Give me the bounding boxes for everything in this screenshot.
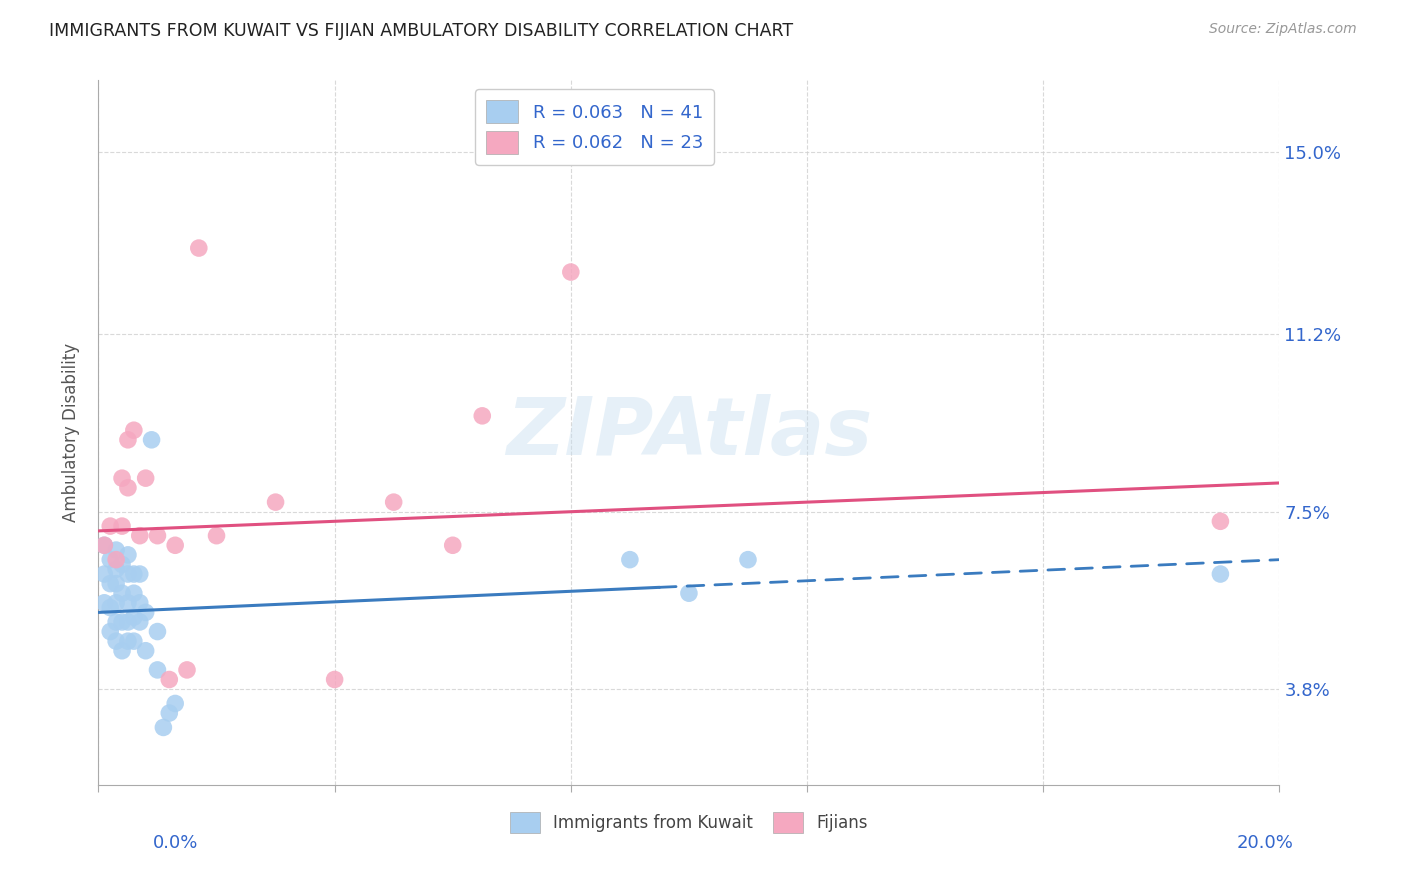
Point — [117, 481, 139, 495]
Legend: Immigrants from Kuwait, Fijians: Immigrants from Kuwait, Fijians — [503, 805, 875, 840]
Point — [117, 433, 139, 447]
Point — [93, 538, 115, 552]
Y-axis label: Ambulatory Disability: Ambulatory Disability — [62, 343, 80, 522]
Point — [117, 615, 139, 629]
Point — [111, 558, 134, 572]
Point — [146, 624, 169, 639]
Point — [105, 576, 128, 591]
Point — [619, 552, 641, 566]
Point — [176, 663, 198, 677]
Point — [93, 538, 115, 552]
Point — [441, 538, 464, 552]
Point — [122, 634, 145, 648]
Point — [122, 567, 145, 582]
Point — [122, 423, 145, 437]
Point — [1209, 514, 1232, 528]
Text: 0.0%: 0.0% — [153, 834, 198, 852]
Point — [678, 586, 700, 600]
Point — [135, 471, 157, 485]
Point — [157, 706, 180, 720]
Point — [560, 265, 582, 279]
Point — [117, 634, 139, 648]
Point — [105, 552, 128, 566]
Point — [105, 562, 128, 576]
Point — [471, 409, 494, 423]
Point — [98, 600, 121, 615]
Point — [98, 519, 121, 533]
Point — [165, 697, 187, 711]
Point — [111, 615, 134, 629]
Point — [93, 596, 115, 610]
Point — [323, 673, 346, 687]
Point — [128, 529, 150, 543]
Point — [128, 567, 150, 582]
Point — [117, 596, 139, 610]
Text: Source: ZipAtlas.com: Source: ZipAtlas.com — [1209, 22, 1357, 37]
Point — [93, 567, 115, 582]
Point — [128, 596, 150, 610]
Point — [157, 673, 180, 687]
Point — [205, 529, 228, 543]
Point — [98, 624, 121, 639]
Point — [135, 606, 157, 620]
Point — [111, 644, 134, 658]
Point — [135, 644, 157, 658]
Text: 20.0%: 20.0% — [1237, 834, 1294, 852]
Point — [105, 543, 128, 558]
Point — [264, 495, 287, 509]
Point — [128, 615, 150, 629]
Point — [111, 471, 134, 485]
Point — [141, 433, 163, 447]
Point — [117, 548, 139, 562]
Point — [98, 552, 121, 566]
Point — [187, 241, 209, 255]
Point — [737, 552, 759, 566]
Point — [146, 529, 169, 543]
Point — [382, 495, 405, 509]
Point — [146, 663, 169, 677]
Point — [152, 721, 174, 735]
Point — [122, 586, 145, 600]
Point — [105, 634, 128, 648]
Text: IMMIGRANTS FROM KUWAIT VS FIJIAN AMBULATORY DISABILITY CORRELATION CHART: IMMIGRANTS FROM KUWAIT VS FIJIAN AMBULAT… — [49, 22, 793, 40]
Point — [165, 538, 187, 552]
Point — [105, 596, 128, 610]
Point — [122, 610, 145, 624]
Point — [98, 576, 121, 591]
Point — [117, 567, 139, 582]
Point — [1209, 567, 1232, 582]
Text: ZIPAtlas: ZIPAtlas — [506, 393, 872, 472]
Point — [105, 615, 128, 629]
Point — [111, 586, 134, 600]
Point — [111, 519, 134, 533]
